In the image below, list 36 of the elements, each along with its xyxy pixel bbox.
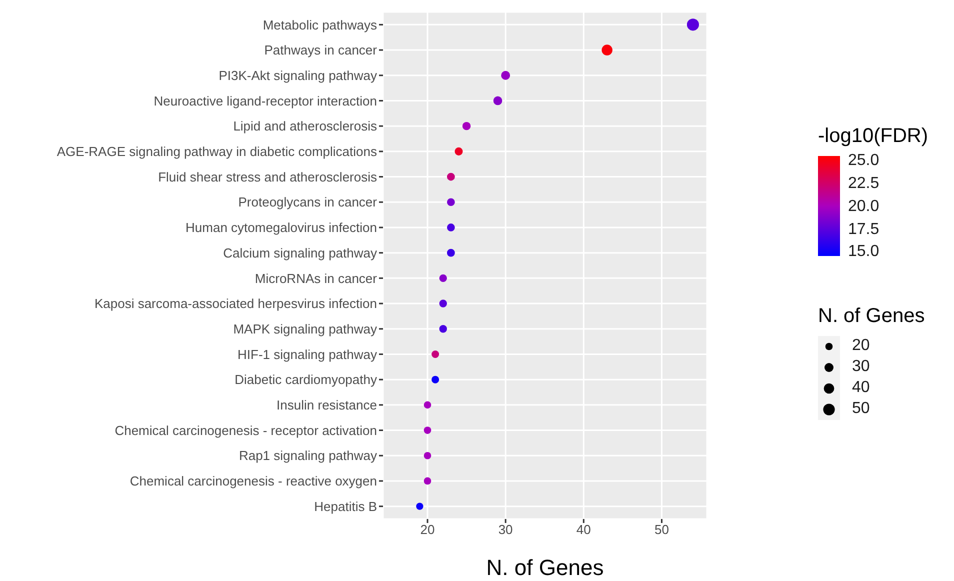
x-tick-label: 30 <box>498 522 513 538</box>
y-tick-label: Proteoglycans in cancer <box>238 194 378 210</box>
y-tick-label: AGE-RAGE signaling pathway in diabetic complications <box>56 144 378 160</box>
y-tick-label: Metabolic pathways <box>262 17 378 32</box>
color-bar-label: 15.0 <box>848 243 880 262</box>
legend-title: N. of Genes <box>818 305 925 328</box>
x-axis-title: N. of Genes <box>486 555 604 580</box>
color-bar-label: 22.5 <box>848 175 880 194</box>
y-tick-label: Fluid shear stress and atherosclerosis <box>158 169 378 184</box>
y-tick-label: Diabetic cardiomyopathy <box>234 372 378 388</box>
y-tick-label: Pathways in cancer <box>264 42 378 58</box>
y-tick-label: Chemical carcinogenesis - receptor activation <box>114 422 377 438</box>
y-tick-label: Kaposi sarcoma-associated herpesvirus infection <box>94 296 377 312</box>
y-tick-label: Rap1 signaling pathway <box>238 448 378 464</box>
color-bar-label: 20.0 <box>848 198 880 216</box>
legend-label: 50 <box>852 400 870 418</box>
y-tick-label: PI3K-Akt signaling pathway <box>218 68 378 83</box>
x-tick-label: 20 <box>420 522 435 538</box>
color-bar-title: -log10(FDR) <box>818 125 928 148</box>
y-tick-label: Hepatitis B <box>314 498 377 514</box>
legend-label: 40 <box>852 379 870 397</box>
x-tick-label: 50 <box>654 522 669 538</box>
y-tick-label: Insulin resistance <box>276 398 377 413</box>
legend-label: 20 <box>852 337 870 355</box>
color-bar-label: 25.0 <box>848 152 880 170</box>
y-tick-label: HIF-1 signaling pathway <box>238 346 378 362</box>
color-bar-label: 17.5 <box>848 220 880 239</box>
y-tick-label: MAPK signaling pathway <box>233 321 378 336</box>
y-tick-label: MicroRNAs in cancer <box>254 270 378 286</box>
legend-label: 30 <box>852 358 870 376</box>
y-tick-label: Calcium signaling pathway <box>223 245 378 260</box>
x-tick-label: 40 <box>576 522 591 538</box>
y-tick-label: Chemical carcinogenesis - reactive oxygen <box>130 474 377 489</box>
y-tick-label: Neuroactive ligand-receptor interaction <box>154 93 377 108</box>
y-tick-label: Lipid and atherosclerosis <box>233 118 378 134</box>
y-tick-label: Human cytomegalovirus infection <box>186 220 377 236</box>
